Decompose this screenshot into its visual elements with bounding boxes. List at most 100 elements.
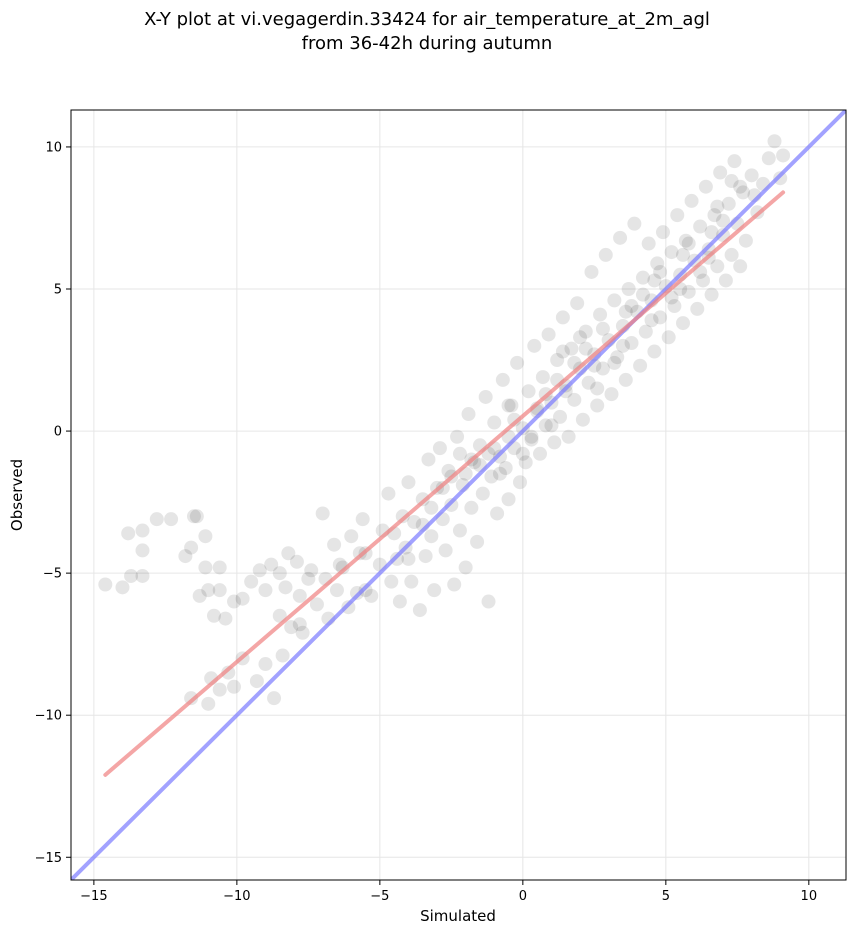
x-tick-label: 5	[662, 889, 670, 904]
data-point	[490, 506, 505, 521]
data-point	[638, 324, 653, 339]
chart-title: X-Y plot at vi.vegagerdin.33424 for air_…	[0, 8, 854, 56]
data-point	[627, 216, 642, 231]
data-point	[258, 583, 273, 598]
data-point	[667, 299, 682, 314]
data-point	[304, 563, 319, 578]
data-point	[458, 560, 473, 575]
data-point	[641, 236, 656, 251]
data-point	[492, 466, 507, 481]
data-point	[512, 475, 527, 490]
data-point	[421, 452, 436, 467]
data-point	[124, 568, 139, 583]
data-point	[713, 165, 728, 180]
data-point	[121, 526, 136, 541]
data-point	[452, 446, 467, 461]
data-point	[547, 435, 562, 450]
data-point	[635, 287, 650, 302]
data-point	[590, 398, 605, 413]
data-point	[761, 151, 776, 166]
data-point	[655, 225, 670, 240]
data-point	[404, 574, 419, 589]
data-point	[292, 588, 307, 603]
data-point	[149, 512, 164, 527]
data-point	[633, 358, 648, 373]
data-point	[724, 174, 739, 189]
data-point	[598, 247, 613, 262]
data-point	[670, 208, 685, 223]
identity-line	[71, 110, 846, 880]
data-point	[227, 594, 242, 609]
data-point	[607, 293, 622, 308]
data-point	[578, 341, 593, 356]
data-point	[192, 588, 207, 603]
data-point	[527, 338, 542, 353]
data-point	[613, 230, 628, 245]
data-point	[264, 557, 279, 572]
regression-line	[103, 190, 786, 777]
data-point	[278, 580, 293, 595]
data-point	[515, 446, 530, 461]
data-point	[507, 412, 522, 427]
data-point	[235, 591, 250, 606]
data-point	[736, 185, 751, 200]
data-point	[584, 264, 599, 279]
data-point	[693, 219, 708, 234]
data-point	[327, 537, 342, 552]
data-point	[464, 500, 479, 515]
data-point	[524, 429, 539, 444]
data-point	[335, 560, 350, 575]
chart-title-line-2: from 36-42h during autumn	[301, 33, 553, 54]
data-point	[681, 284, 696, 299]
data-point	[452, 523, 467, 538]
data-point	[252, 563, 267, 578]
chart-title-line-1: X-Y plot at vi.vegagerdin.33424 for air_…	[144, 9, 710, 30]
data-point	[653, 310, 668, 325]
data-point	[718, 273, 733, 288]
data-point	[561, 429, 576, 444]
data-point	[424, 500, 439, 515]
data-point	[698, 179, 713, 194]
data-point	[481, 594, 496, 609]
data-point	[581, 375, 596, 390]
data-point	[675, 316, 690, 331]
data-point	[244, 574, 259, 589]
data-point	[135, 543, 150, 558]
data-point	[487, 415, 502, 430]
data-point	[315, 506, 330, 521]
data-point	[504, 398, 519, 413]
data-point	[501, 398, 516, 413]
data-point	[647, 344, 662, 359]
data-point	[221, 665, 236, 680]
data-point	[578, 324, 593, 339]
data-point	[727, 154, 742, 169]
x-tick-label: −10	[223, 889, 250, 904]
data-point	[544, 418, 559, 433]
data-point	[218, 611, 233, 626]
data-point	[329, 583, 344, 598]
data-point	[424, 529, 439, 544]
data-point	[535, 370, 550, 385]
data-point	[281, 546, 296, 561]
data-point	[521, 384, 536, 399]
x-tick-label: −15	[80, 889, 107, 904]
data-point	[201, 696, 216, 711]
data-point	[553, 409, 568, 424]
y-tick-label: 5	[54, 283, 62, 298]
data-point	[590, 381, 605, 396]
data-point	[644, 313, 659, 328]
data-point	[524, 432, 539, 447]
data-point	[198, 560, 213, 575]
y-tick-label: −5	[43, 567, 62, 582]
data-points	[98, 134, 791, 711]
data-point	[364, 588, 379, 603]
x-axis-label: Simulated	[420, 907, 496, 925]
data-point	[344, 529, 359, 544]
x-tick-label: 10	[801, 889, 818, 904]
data-point	[607, 355, 622, 370]
data-point	[704, 225, 719, 240]
data-point	[776, 148, 791, 163]
grid	[71, 110, 846, 880]
x-tick-label: 0	[519, 889, 527, 904]
